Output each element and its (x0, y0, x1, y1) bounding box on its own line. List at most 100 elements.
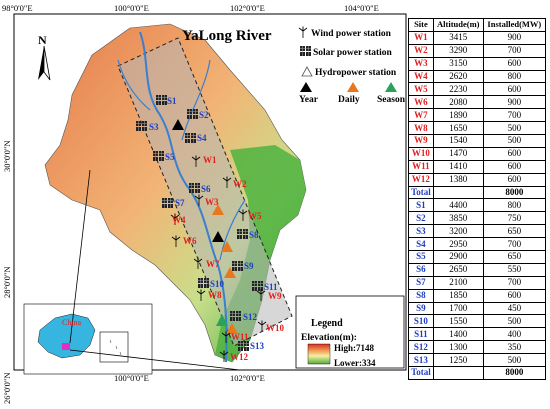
solar-label: S8 (249, 230, 259, 240)
wind-label: W8 (208, 290, 222, 300)
south-sea-box (99, 331, 129, 363)
wind-label: W4 (172, 215, 186, 225)
installed-cell: 550 (482, 262, 547, 277)
wind-label: W12 (230, 352, 249, 362)
total-empty (432, 366, 484, 380)
season-key-label: Season (377, 95, 406, 105)
solar-label: S11 (264, 282, 278, 292)
total-row: Total 8000 (408, 366, 547, 380)
table-row: W11 1410 600 (408, 159, 547, 174)
site-cell: S8 (408, 288, 434, 303)
legend-elevation-label: Elevation(m): (301, 332, 357, 343)
river-tributary (117, 59, 246, 261)
altitude-cell: 1550 (432, 314, 484, 329)
altitude-cell: 1410 (432, 159, 484, 174)
installed-cell: 750 (482, 211, 547, 226)
installed-cell: 700 (482, 237, 547, 252)
solar-label: S5 (165, 152, 175, 162)
solar-label: S9 (244, 261, 254, 271)
total-label: Total (408, 185, 434, 200)
wind-label: W3 (205, 197, 219, 207)
altitude-cell: 1470 (432, 146, 484, 161)
altitude-cell: 2230 (432, 82, 484, 97)
site-cell: W7 (408, 108, 434, 123)
site-cell: S6 (408, 262, 434, 277)
altitude-cell: 3150 (432, 56, 484, 71)
site-cell: S13 (408, 353, 434, 368)
installed-cell: 700 (482, 108, 547, 123)
altitude-cell: 2950 (432, 237, 484, 252)
installed-cell: 600 (482, 288, 547, 303)
installed-cell: 500 (482, 314, 547, 329)
legend-low-label: Lower:334 (334, 358, 376, 368)
lon-label: 98°0'0"E (2, 3, 33, 13)
altitude-cell: 2650 (432, 262, 484, 277)
year-key-icon (300, 82, 312, 92)
site-cell: S7 (408, 275, 434, 290)
site-cell: W4 (408, 69, 434, 84)
site-cell: W6 (408, 95, 434, 110)
site-cell: W2 (408, 43, 434, 58)
inset-country-label: China (62, 318, 82, 327)
table-row: W9 1540 500 (408, 134, 547, 148)
installed-cell: 800 (482, 69, 547, 84)
wind-label: W2 (233, 179, 247, 189)
altitude-cell: 2900 (432, 250, 484, 264)
solar-label: S12 (243, 312, 258, 322)
table-row: S12 1300 350 (408, 340, 547, 355)
solar-label: S3 (149, 122, 159, 132)
wind-table-body: W1 3415 900 W2 3290 700 W3 3150 600 W4 2620 800 W5 22… (408, 30, 547, 200)
wind-label: W10 (266, 323, 285, 333)
total-row: Total 8000 (408, 185, 547, 200)
altitude-cell: 2080 (432, 95, 484, 110)
table-row: S4 2950 700 (408, 237, 547, 252)
altitude-cell: 2620 (432, 69, 484, 84)
lon-label: 100°0'0"E (114, 373, 149, 383)
table-row: W5 2230 600 (408, 82, 547, 97)
table-row: S5 2900 650 (408, 250, 547, 264)
altitude-cell: 3290 (432, 43, 484, 58)
table-row: S8 1850 600 (408, 288, 547, 303)
installed-cell: 600 (482, 146, 547, 161)
table-row: W8 1650 500 (408, 121, 547, 136)
installed-cell: 900 (482, 30, 547, 45)
daily-key-label: Daily (338, 95, 360, 105)
table-row: W1 3415 900 (408, 30, 547, 45)
hydro-key-label: Hydropower station (315, 68, 397, 78)
solar-label: S6 (201, 184, 211, 194)
site-cell: S3 (408, 224, 434, 239)
legend-title: Legend (311, 318, 343, 329)
solar-labels: S1 S2 S3 S4 S5 S6 S7 S8 S9 S10 S11 S12 S… (149, 96, 278, 351)
hydro-daily-icon (221, 241, 233, 252)
site-cell: W8 (408, 121, 434, 136)
wind-labels: W1 W2 W3 W4 W5 W6 W7 W8 W9 W10 W11 W12 (172, 155, 285, 362)
year-key-label: Year (299, 95, 319, 105)
installed-cell: 500 (482, 121, 547, 136)
header-installed: Installed(MW) (482, 18, 547, 32)
site-cell: S1 (408, 198, 434, 213)
elevation-legend: Legend Elevation(m): High:7148 Lower:334 (295, 295, 405, 369)
site-cell: W5 (408, 82, 434, 97)
total-value: 8000 (482, 366, 547, 380)
solar-label: S1 (167, 96, 177, 106)
lat-label: 28°0'0"N (2, 266, 12, 298)
altitude-cell: 1650 (432, 121, 484, 136)
solar-label: S4 (197, 133, 207, 143)
north-arrow: N (38, 33, 51, 81)
table-row: W3 3150 600 (408, 56, 547, 71)
wind-label: W1 (203, 155, 217, 165)
site-cell: S2 (408, 211, 434, 226)
solar-label: S10 (210, 279, 225, 289)
lon-label: 104°0'0"E (344, 3, 379, 13)
study-corridor (117, 37, 293, 347)
header-site: Site (408, 18, 434, 32)
hydro-daily-icon (224, 267, 236, 278)
hydro-key-icon (301, 66, 313, 77)
elevation-ramp (307, 343, 331, 365)
table-row: S6 2650 550 (408, 262, 547, 277)
table-row: S11 1400 400 (408, 327, 547, 342)
table-row: S13 1250 500 (408, 353, 547, 368)
installed-cell: 500 (482, 134, 547, 148)
north-label: N (38, 33, 47, 47)
installed-cell: 650 (482, 250, 547, 264)
